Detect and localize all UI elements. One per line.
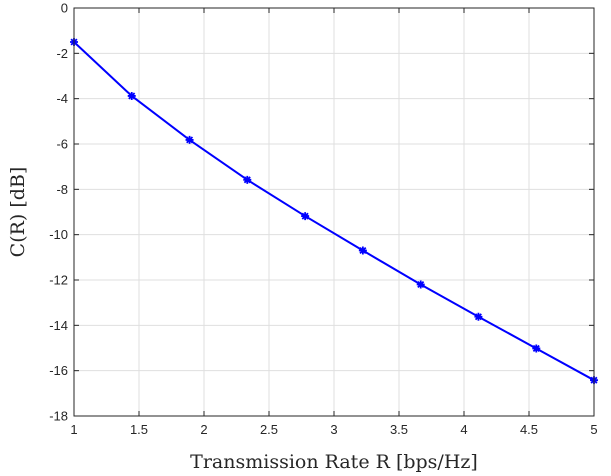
data-point-marker [358, 246, 367, 255]
y-tick-label: -2 [56, 46, 68, 61]
y-tick-label: -10 [49, 227, 68, 242]
y-tick-label: -16 [49, 363, 68, 378]
y-tick-label: -8 [56, 182, 68, 197]
y-tick-label: -14 [49, 318, 68, 333]
data-point-marker [532, 344, 541, 353]
tick-labels: 1 1.5 2 2.5 3 3.5 4 4.5 5 0 -2 -4 -6 -8 -10 -12 -14 -16 -1… [49, 1, 597, 438]
x-tick-label: 2.5 [260, 422, 278, 437]
axis-ticks [73, 7, 595, 417]
y-tick-label: -4 [56, 91, 68, 106]
x-tick-label: 2 [200, 422, 207, 437]
data-point-marker [301, 212, 310, 221]
y-tick-label: -12 [49, 273, 68, 288]
x-tick-label: 4.5 [520, 422, 538, 437]
x-axis-title: Transmission Rate R [bps/Hz] [190, 451, 478, 473]
x-tick-label: 5 [590, 422, 597, 437]
y-tick-label: -18 [49, 409, 68, 424]
data-point-marker [185, 135, 194, 144]
series-line [73, 41, 595, 382]
x-tick-label: 3.5 [390, 422, 408, 437]
data-point-marker [416, 280, 425, 289]
x-tick-label: 3 [330, 422, 337, 437]
y-tick-label: 0 [61, 1, 68, 16]
data-point-marker [243, 175, 252, 184]
x-tick-label: 4 [460, 422, 467, 437]
x-tick-label: 1 [70, 422, 77, 437]
data-point-marker [127, 91, 136, 100]
x-tick-label: 1.5 [130, 422, 148, 437]
y-tick-label: -6 [56, 137, 68, 152]
data-point-marker [474, 312, 483, 321]
y-axis-title: C(R) [dB] [7, 167, 29, 258]
